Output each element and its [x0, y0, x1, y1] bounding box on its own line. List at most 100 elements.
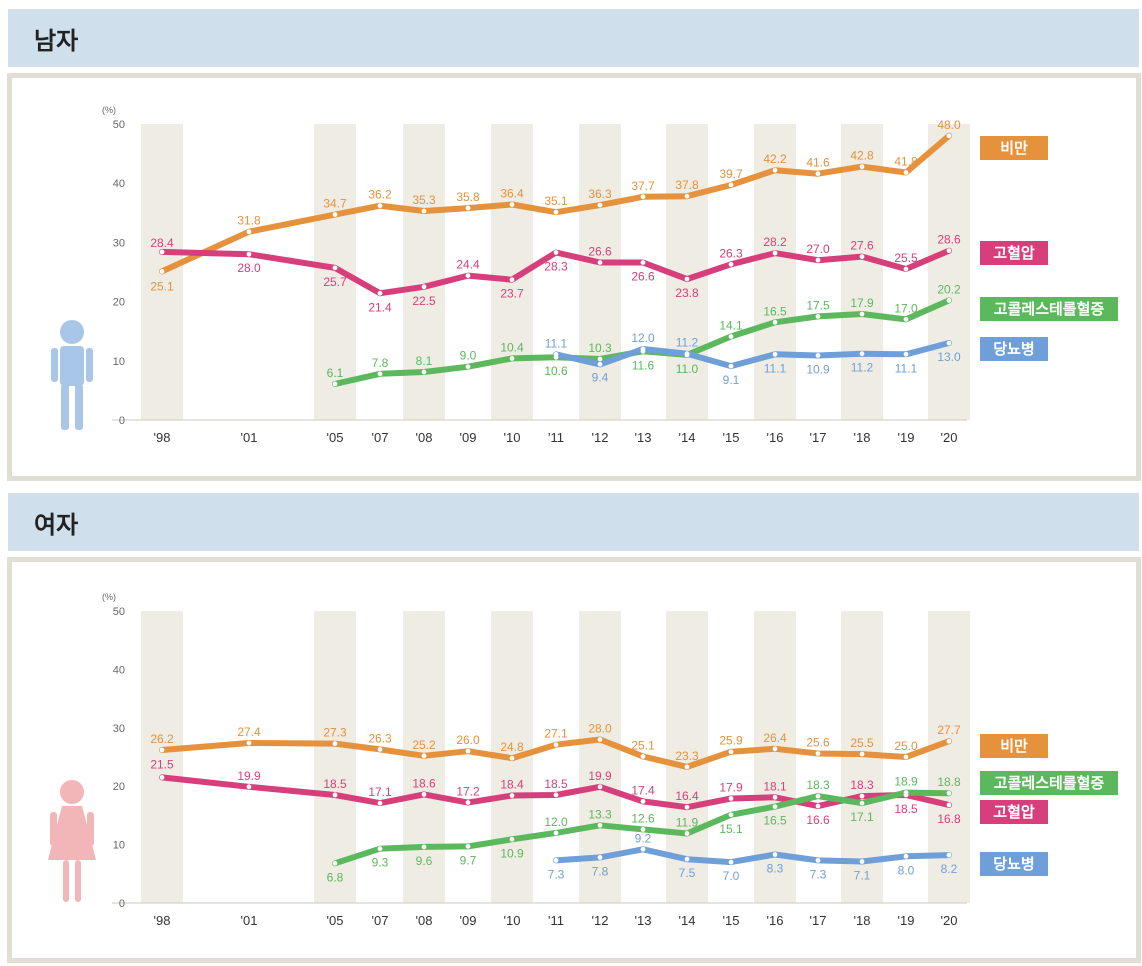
female-x-tick: '20	[941, 913, 958, 928]
female-hypertension-data-label: 17.1	[368, 785, 392, 799]
female-x-tick: '09	[460, 913, 477, 928]
male-diabetes-data-label: 10.9	[806, 362, 830, 376]
female-obesity-point	[684, 764, 690, 770]
male-hypertension-data-label: 21.4	[368, 300, 392, 314]
male-diabetes-data-label: 11.2	[851, 361, 874, 375]
male-diabetes-point	[946, 340, 952, 346]
male-hypertension-data-label: 24.4	[456, 258, 480, 272]
female-hypertension-point	[509, 793, 515, 798]
female-obesity-data-label: 27.4	[237, 725, 261, 739]
female-diabetes-point	[859, 859, 865, 864]
female-hypertension-data-label: 16.6	[806, 813, 830, 827]
female-cholesterol-data-label: 15.1	[719, 822, 743, 836]
male-diabetes-point	[597, 361, 603, 367]
male-person-icon-arm-left	[51, 348, 58, 382]
male-obesity-point	[728, 182, 734, 188]
female-cholesterol-point	[597, 822, 603, 828]
male-obesity-point	[246, 229, 252, 235]
female-hypertension-data-label: 17.9	[719, 780, 743, 794]
female-y-tick: 20	[113, 781, 125, 793]
female-hypertension-data-label: 17.4	[631, 783, 655, 797]
female-cholesterol-data-label: 16.5	[763, 814, 787, 828]
female-diabetes-data-label: 7.1	[854, 869, 871, 883]
male-obesity-data-label: 41.8	[894, 155, 918, 169]
male-hypertension-point	[597, 260, 603, 265]
male-legend-diabetes-label: 당뇨병	[993, 340, 1034, 358]
female-hypertension-point	[728, 796, 734, 801]
male-hypertension-data-label: 23.7	[500, 287, 524, 301]
male-obesity-point	[332, 212, 338, 217]
female-x-tick: '13	[635, 913, 652, 928]
female-cholesterol-point	[332, 860, 338, 866]
female-panel-header: 여자	[8, 493, 1139, 551]
female-diabetes-line	[553, 846, 952, 866]
male-hypertension-point	[903, 266, 909, 272]
male-chart: 0 10 20 30 40 50 (%) '98 '01 '05 '07 '08 '09 '10 '11 '1…	[51, 105, 1118, 445]
male-obesity-data-label: 37.7	[631, 179, 655, 193]
female-cholesterol-data-label: 13.3	[588, 807, 612, 821]
female-person-icon	[48, 780, 96, 902]
male-person-icon	[51, 320, 93, 430]
male-diabetes-data-label: 11.1	[895, 361, 918, 375]
male-hypertension-point	[465, 273, 471, 278]
male-cholesterol-point	[597, 356, 603, 362]
male-obesity-point	[597, 202, 603, 208]
male-x-tick: '08	[416, 430, 433, 445]
female-cholesterol-point	[509, 836, 515, 842]
female-diabetes-point	[640, 846, 646, 852]
female-cholesterol-point	[946, 790, 952, 796]
male-hypertension-data-label: 23.8	[675, 286, 699, 300]
female-legend-diabetes-swatch	[980, 852, 1048, 876]
male-y-tick: 10	[113, 356, 125, 368]
male-column-band	[928, 124, 970, 420]
male-diabetes-data-label: 12.0	[631, 331, 655, 345]
female-diabetes-data-label: 8.3	[767, 862, 784, 876]
male-hypertension-point	[553, 250, 559, 255]
female-x-tick: '05	[327, 913, 344, 928]
female-cholesterol-data-label: 18.3	[806, 778, 830, 792]
male-obesity-point	[553, 209, 559, 215]
male-cholesterol-point	[332, 381, 338, 387]
male-obesity-data-label: 48.0	[937, 118, 961, 132]
female-obesity-point	[159, 747, 165, 753]
female-diabetes-point	[684, 856, 690, 862]
female-hypertension-point	[684, 804, 690, 810]
female-column-band	[314, 611, 356, 903]
male-legend-obesity-label: 비만	[1000, 140, 1028, 157]
female-cholesterol-data-label: 9.6	[416, 854, 433, 868]
female-column-band	[141, 611, 183, 903]
female-hypertension-data-label: 16.8	[937, 812, 961, 826]
male-hypertension-data-label: 27.6	[850, 239, 874, 253]
male-hypertension-point	[159, 249, 165, 255]
male-diabetes-point	[684, 351, 690, 357]
female-obesity-point	[246, 740, 252, 746]
female-obesity-data-label: 25.2	[412, 738, 436, 752]
female-obesity-data-label: 26.3	[368, 731, 392, 745]
male-x-tick: '05	[327, 430, 344, 445]
female-obesity-point	[509, 755, 515, 761]
male-legend-hypertension-swatch	[980, 241, 1048, 265]
male-diabetes-data-label: 11.2	[676, 336, 699, 350]
male-cholesterol-data-label: 11.6	[632, 358, 655, 372]
male-obesity-point	[421, 208, 427, 214]
female-obesity-data-label: 25.6	[806, 735, 830, 749]
male-diabetes-line	[553, 340, 952, 370]
male-y-label: (%)	[102, 105, 116, 115]
male-person-icon-leg-right	[75, 384, 83, 430]
male-cholesterol-point	[903, 316, 909, 322]
female-hypertension-data-label: 19.9	[237, 769, 261, 783]
female-x-tick: '19	[898, 913, 915, 928]
male-person-icon-torso	[60, 346, 84, 386]
female-column-band	[928, 611, 970, 903]
female-cholesterol-point	[772, 804, 778, 810]
female-x-tick: '08	[416, 913, 433, 928]
male-obesity-data-label: 35.8	[456, 190, 480, 204]
female-hypertension-point	[421, 791, 427, 797]
male-obesity-point	[684, 193, 690, 199]
female-hypertension-point	[597, 784, 603, 790]
female-cholesterol-data-label: 10.9	[500, 846, 524, 860]
female-hypertension-data-label: 18.5	[323, 777, 347, 791]
female-diabetes-data-label: 7.5	[679, 866, 696, 880]
female-hypertension-data-label: 18.1	[763, 779, 787, 793]
female-legend-hypertension-label: 고혈압	[993, 804, 1035, 821]
